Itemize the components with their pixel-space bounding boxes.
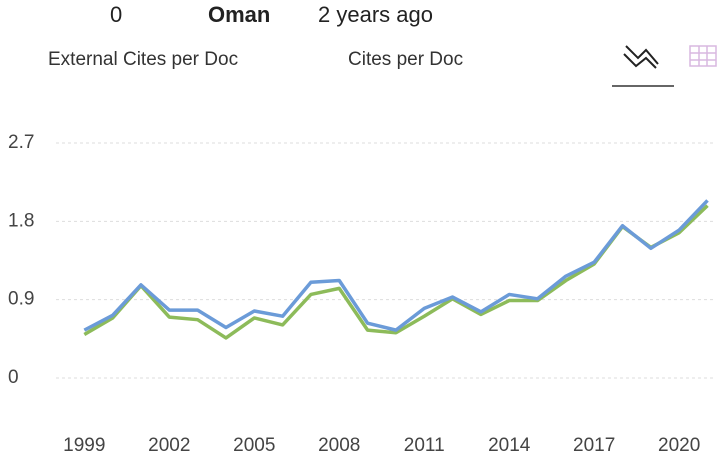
x-tick-label: 1999 xyxy=(63,435,105,456)
y-tick-label: 0 xyxy=(8,367,19,388)
x-tick-label: 2002 xyxy=(148,435,190,456)
legend-label[interactable]: External Cites per Doc xyxy=(48,49,238,70)
series-line xyxy=(83,199,709,332)
series-line xyxy=(83,204,709,340)
header-updated: 2 years ago xyxy=(318,2,433,27)
header-count: 0 xyxy=(110,2,122,27)
x-tick-label: 2005 xyxy=(233,435,275,456)
table-view-icon[interactable] xyxy=(689,45,717,67)
legend-label[interactable]: Cites per Doc xyxy=(348,49,463,70)
line-view-icon[interactable] xyxy=(612,45,674,87)
y-tick-label: 1.8 xyxy=(8,210,34,231)
x-tick-label: 2014 xyxy=(488,435,531,456)
y-tick-label: 2.7 xyxy=(8,132,34,153)
x-tick-label: 2011 xyxy=(404,435,445,456)
y-tick-label: 0.9 xyxy=(8,289,34,310)
x-tick-label: 2008 xyxy=(318,435,360,456)
x-tick-label: 2020 xyxy=(658,435,700,456)
header-country: Oman xyxy=(208,2,270,27)
x-tick-label: 2017 xyxy=(573,435,615,456)
